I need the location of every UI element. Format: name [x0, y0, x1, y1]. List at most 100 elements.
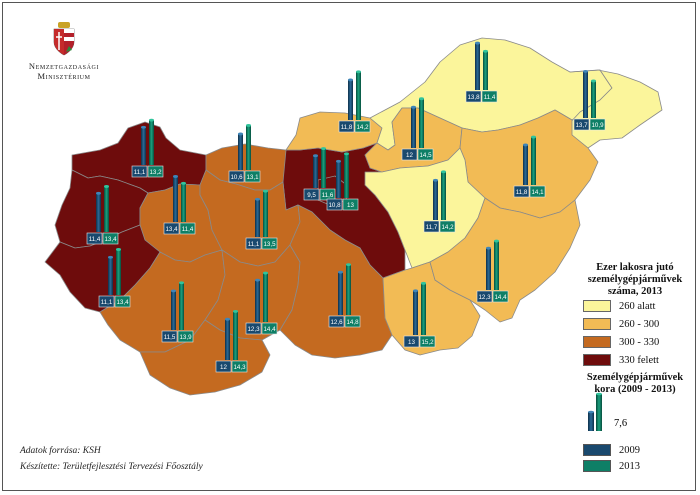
legend-age-title-1: Személygépjárművek — [586, 372, 684, 383]
bar-2013-jasz-nagykun-szolnok — [441, 171, 446, 220]
value-2013-komarom-esztergom-box — [244, 170, 261, 183]
value-2013-bacs-kiskun-box — [344, 315, 361, 328]
value-2013-nograd-box — [354, 120, 371, 133]
value-2013-borsod-abauj-zemplen: 11,4 — [484, 94, 496, 101]
bar-2009-tolna — [255, 280, 260, 322]
legend-density-title-2: személygépjárművek — [587, 274, 683, 285]
bar-2013-jasz-nagykun-szolnok-cap — [441, 170, 446, 174]
bar-2013-zala — [116, 249, 121, 295]
bar-2009-szabolcs-szatmar-bereg — [583, 71, 588, 118]
bar-2013-fejer-cap — [263, 189, 268, 193]
bar-2013-zala-cap — [116, 248, 121, 251]
value-2009-csongrad-box — [403, 335, 420, 348]
bar-2013-hajdu-bihar-cap — [531, 135, 536, 139]
bar-2013-bekes — [494, 241, 499, 290]
bar-2013-nograd-cap — [356, 70, 361, 74]
value-2009-heves: 12 — [406, 152, 413, 159]
bar-2013-veszprem — [181, 183, 186, 222]
bar-2013-szabolcs-szatmar-bereg — [591, 80, 596, 118]
value-2013-vas-box — [102, 232, 119, 245]
bar-2009-zala — [108, 257, 113, 295]
value-2013-somogy: 13,9 — [179, 334, 192, 341]
value-2009-zala-box — [98, 295, 115, 308]
bar-2009-jasz-nagykun-szolnok — [433, 180, 438, 220]
value-2009-veszprem: 13,4 — [165, 226, 178, 233]
value-2013-heves: 14,5 — [419, 152, 432, 159]
value-2013-baranya: 14,3 — [233, 364, 246, 371]
bar-2009-hajdu-bihar-cap — [523, 143, 528, 147]
value-2009-budapest: 10,8 — [328, 202, 341, 209]
bar-2013-budapest-cap — [344, 152, 349, 156]
bar-2013-bekes-cap — [494, 239, 499, 243]
value-2009-bacs-kiskun-box — [328, 315, 345, 328]
legend-year-2009: 2009 — [583, 442, 640, 458]
legend-class-2: 260 - 300 — [583, 316, 659, 332]
bar-2009-bekes — [486, 248, 491, 290]
bar-2013-borsod-abauj-zemplen-cap — [483, 49, 488, 53]
legend-swatch-2013 — [583, 460, 611, 472]
legend-label-2009: 2009 — [619, 444, 640, 456]
bar-2009-vas — [96, 193, 101, 232]
data-source: Adatok forrása: KSH — [20, 446, 101, 456]
value-2009-nograd: 11,8 — [341, 124, 353, 131]
legend-year-2013: 2013 — [583, 458, 640, 474]
bar-2013-nograd — [356, 71, 361, 120]
value-2009-pest-box — [303, 188, 320, 201]
value-2013-tolna: 14,4 — [263, 326, 276, 333]
bar-2009-szabolcs-szatmar-bereg-cap — [583, 70, 588, 73]
legend-sample-value: 7,6 — [614, 418, 628, 429]
legend-label-1: 260 alatt — [619, 300, 656, 312]
value-2009-budapest-box — [326, 198, 343, 211]
bar-2013-vas-cap — [104, 185, 109, 188]
value-2009-vas-box — [86, 232, 103, 245]
bar-2009-zala-cap — [108, 255, 113, 259]
value-2013-csongrad-box — [419, 335, 436, 348]
value-2009-bekes: 12,3 — [478, 294, 491, 301]
value-2013-gyor-moson-sopron-box — [147, 165, 164, 178]
value-2009-tolna-box — [245, 322, 262, 335]
value-2013-jasz-nagykun-szolnok-box — [439, 220, 456, 233]
value-2013-budapest-box — [342, 198, 359, 211]
legend-swatch-4 — [583, 354, 611, 366]
bar-2013-fejer — [263, 191, 268, 237]
bar-2009-komarom-esztergom — [238, 133, 243, 170]
value-2009-vas: 11,4 — [89, 236, 101, 243]
bar-2013-veszprem-cap — [181, 181, 186, 185]
value-2009-baranya-box — [215, 360, 232, 373]
bar-2013-baranya — [233, 311, 238, 360]
bar-2013-heves — [419, 98, 424, 148]
value-2009-nograd-box — [338, 120, 355, 133]
value-2013-hajdu-bihar-box — [529, 185, 546, 198]
bar-2013-gyor-moson-sopron — [149, 120, 154, 165]
value-2009-somogy-box — [161, 330, 178, 343]
value-2009-veszprem-box — [163, 222, 180, 235]
bar-2009-tolna-cap — [255, 278, 260, 282]
bar-2009-heves-cap — [411, 105, 416, 109]
value-2013-hajdu-bihar: 14,1 — [531, 189, 544, 196]
value-2009-somogy: 11,5 — [164, 334, 176, 341]
legend-label-3: 300 - 330 — [619, 336, 660, 348]
legend-label-2: 260 - 300 — [619, 318, 660, 330]
bar-2013-pest-cap — [321, 147, 326, 150]
value-2009-bacs-kiskun: 12,6 — [330, 319, 343, 326]
bar-2013-csongrad — [421, 283, 426, 335]
map-frame — [2, 2, 696, 491]
bar-2009-pest-cap — [313, 154, 318, 158]
bar-2009-nograd — [348, 79, 353, 120]
value-2013-jasz-nagykun-szolnok: 14,2 — [441, 224, 454, 231]
value-2009-hajdu-bihar-box — [513, 185, 530, 198]
value-2013-veszprem-box — [179, 222, 196, 235]
coat-of-arms-icon — [53, 20, 75, 56]
legend-age-title: Személygépjárművek kora (2009 - 2013) — [575, 372, 695, 396]
value-2013-budapest: 13 — [347, 202, 354, 209]
value-2009-hajdu-bihar: 11,8 — [516, 189, 528, 196]
value-2009-borsod-abauj-zemplen: 13,8 — [467, 94, 480, 101]
value-2009-szabolcs-szatmar-bereg: 13,7 — [575, 122, 588, 129]
value-2009-borsod-abauj-zemplen-box — [465, 90, 482, 103]
legend-bar-sample-icon — [588, 392, 602, 431]
bar-2009-veszprem — [173, 176, 178, 222]
legend-swatch-3 — [583, 336, 611, 348]
bar-2009-komarom-esztergom-cap — [238, 132, 243, 136]
bar-2009-bacs-kiskun — [338, 272, 343, 315]
bar-2009-heves — [411, 107, 416, 148]
